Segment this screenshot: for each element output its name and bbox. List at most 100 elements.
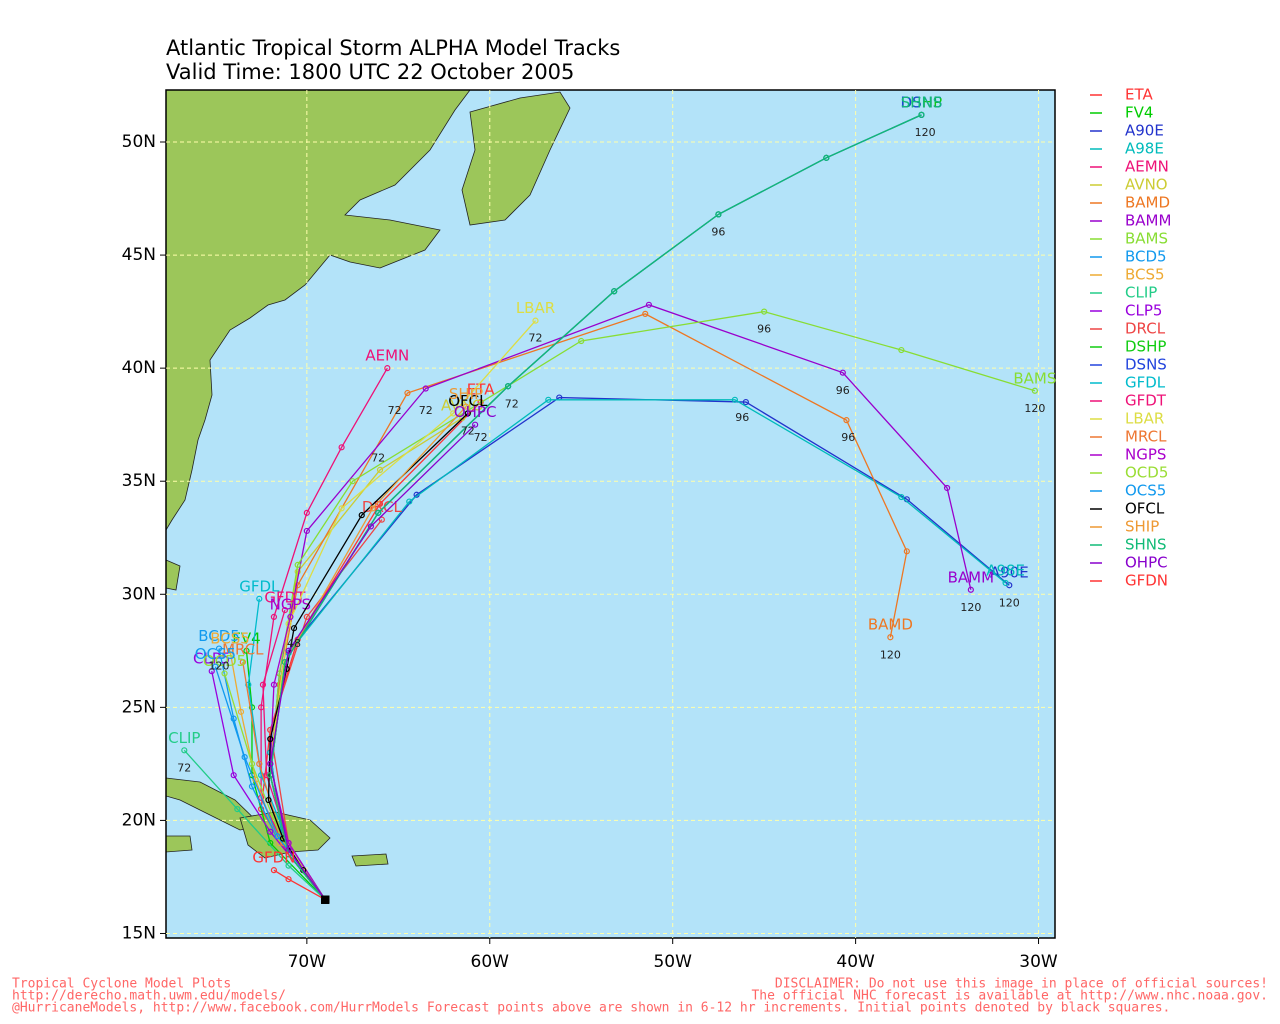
hour-label: 96 (735, 411, 749, 424)
track-point (285, 846, 292, 853)
track-point (459, 414, 466, 421)
legend-label: NGPS (1125, 446, 1166, 464)
track-point (742, 398, 749, 406)
legend-label: OFCL (1125, 500, 1165, 518)
hour-label: 96 (757, 323, 771, 336)
track-point (208, 668, 215, 675)
hour-label: 48 (287, 637, 301, 650)
y-tick-label: 50N (122, 132, 156, 152)
track-point (404, 389, 411, 397)
track-label: DRCL (362, 498, 403, 516)
legend-label: GFDL (1125, 374, 1166, 392)
track-line (273, 869, 326, 901)
track-label: ETA (467, 381, 495, 399)
legend-label: DSNS (1125, 356, 1167, 374)
track-line (269, 424, 476, 900)
track-point (270, 613, 278, 620)
hour-label: 72 (371, 452, 385, 465)
track-label: CLP5 (193, 650, 230, 668)
track-point (274, 833, 281, 840)
y-tick-label: 30N (122, 584, 156, 604)
footer-right: The official NHC forecast is available a… (751, 989, 1268, 1004)
track-point (294, 568, 301, 575)
track-label: GFDN (252, 849, 295, 867)
track-label: BCS5 (210, 629, 250, 647)
track-point (230, 772, 237, 779)
track-point (715, 211, 722, 218)
track-point (611, 288, 618, 295)
track-point (384, 365, 391, 372)
track-point (181, 747, 188, 754)
track-point (642, 310, 649, 317)
legend-label: FV4 (1125, 104, 1153, 122)
track-point (406, 498, 413, 505)
track-point (265, 796, 272, 804)
track-point (212, 663, 219, 670)
track-point (256, 760, 263, 767)
hour-label: 72 (529, 332, 543, 345)
track-point (303, 509, 310, 516)
hour-label: 72 (461, 424, 475, 437)
track-point (843, 417, 850, 424)
hour-label: 120 (209, 660, 230, 673)
hour-label: 96 (711, 225, 725, 238)
track-label: SHIP (449, 385, 483, 403)
legend-label: GFDN (1125, 572, 1168, 590)
legend-label: OCD5 (1125, 464, 1168, 482)
hour-label: 96 (836, 384, 850, 397)
track-label: GFDL (239, 577, 280, 595)
track-point (450, 410, 457, 417)
plot-frame (165, 89, 1056, 939)
legend-label: AEMN (1125, 158, 1169, 176)
track-line (269, 310, 1036, 900)
legend-label: CLP5 (1125, 302, 1162, 320)
track-point (358, 512, 365, 519)
legend-label: BAMS (1125, 230, 1168, 248)
x-tick-label: 30W (1019, 952, 1058, 972)
track-label: BAMS (1013, 369, 1056, 387)
legend-label: BCD5 (1125, 248, 1167, 266)
chart-title: Atlantic Tropical Storm ALPHA Model Trac… (166, 36, 620, 60)
track-point (338, 505, 345, 512)
x-tick-label: 60W (471, 952, 510, 972)
track-point (285, 876, 292, 883)
footer-left: Tropical Cyclone Model Plots (12, 977, 231, 992)
hour-label: 120 (915, 126, 936, 139)
track-label: LBAR (516, 299, 555, 317)
track-point (285, 647, 292, 654)
track-point (234, 806, 241, 813)
track-point (578, 337, 585, 345)
track-point (472, 421, 479, 428)
track-point (731, 396, 738, 403)
track-label: AVNO (441, 396, 484, 414)
track-point (504, 383, 512, 390)
track-point (226, 647, 234, 654)
track-point (1002, 579, 1009, 587)
footer-right: DISCLAIMER: Do not use this image in pla… (775, 977, 1268, 992)
track-label: CLIP (168, 729, 200, 747)
hour-label: 72 (177, 761, 191, 774)
hour-label: 72 (419, 404, 433, 417)
track-point (287, 613, 294, 620)
hour-label: 120 (1024, 402, 1045, 415)
land (165, 89, 571, 867)
track-label: DSNS (901, 93, 943, 111)
legend-label: AVNO (1125, 176, 1168, 194)
track-point (259, 681, 267, 688)
track-line (269, 114, 922, 900)
hour-label: 72 (505, 397, 519, 410)
legend-label: MRCL (1125, 428, 1167, 446)
track-point (294, 582, 301, 589)
track-label: BAMD (868, 616, 913, 634)
track-point (376, 466, 384, 474)
track-point (375, 509, 382, 516)
track-label: DSHP (901, 93, 942, 111)
legend-label: OHPC (1125, 554, 1168, 572)
legend-label: GFDT (1125, 392, 1167, 410)
track-point (887, 634, 894, 641)
track-point (645, 301, 653, 308)
track-label: A98E (986, 561, 1025, 579)
track-point (943, 484, 951, 492)
y-tick-label: 15N (122, 923, 156, 943)
